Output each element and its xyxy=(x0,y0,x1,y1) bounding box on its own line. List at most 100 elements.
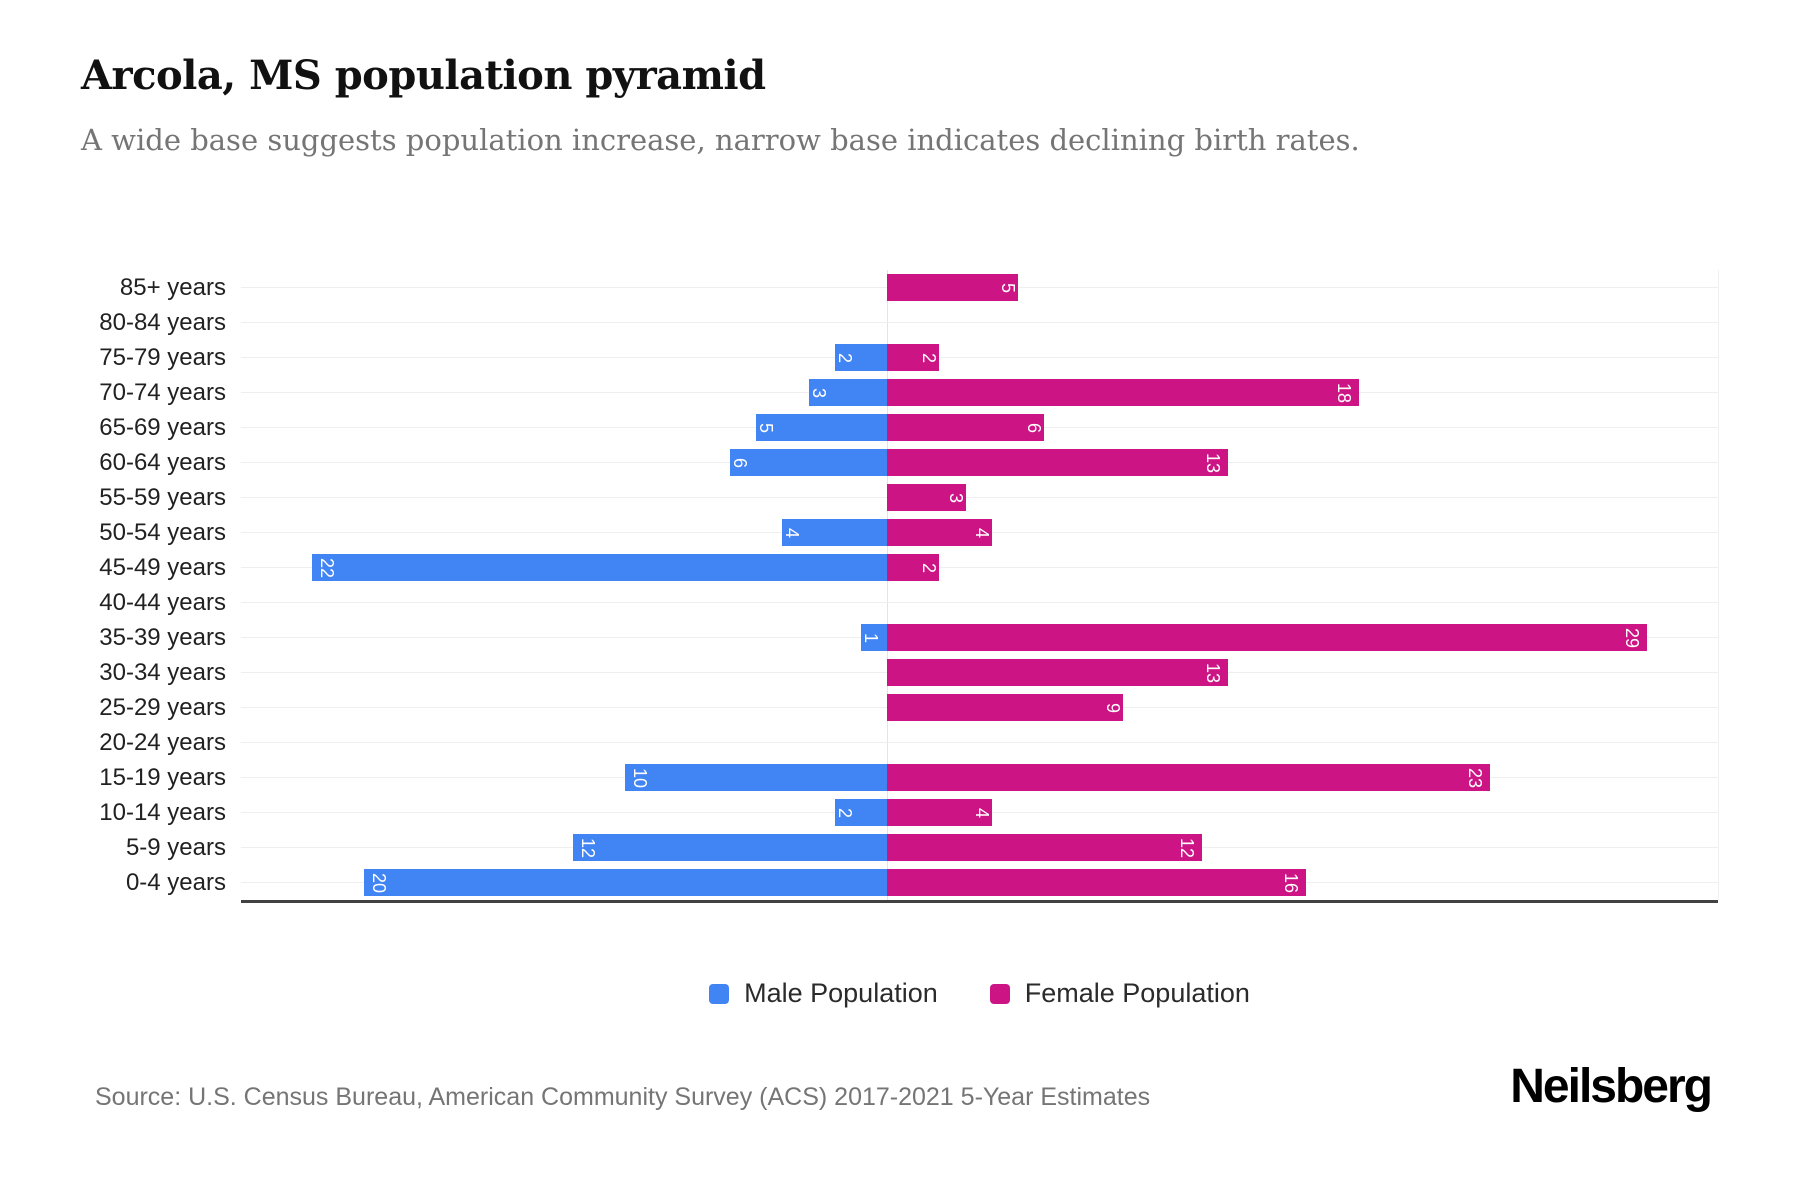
female-bar[interactable]: 4 xyxy=(887,519,992,546)
female-zone: 9 xyxy=(887,694,1718,721)
age-group-label: 5-9 years xyxy=(125,834,226,861)
bar-value-label: 10 xyxy=(630,767,651,788)
male-zone: 2 xyxy=(241,344,887,371)
source-attribution: Source: U.S. Census Bureau, American Com… xyxy=(95,1083,1151,1111)
bar-value-label: 1 xyxy=(860,632,881,643)
male-zone: 22 xyxy=(241,554,887,581)
age-group-label: 30-34 years xyxy=(99,659,226,686)
row-plot: 5 xyxy=(241,270,1718,305)
row-plot xyxy=(241,725,1718,760)
age-group-label: 25-29 years xyxy=(99,694,226,721)
row-plot: 3 xyxy=(241,480,1718,515)
row-plot: 22 2 xyxy=(241,550,1718,585)
bar-value-label: 2 xyxy=(834,352,855,363)
age-group-label: 45-49 years xyxy=(99,554,226,581)
chart-header: Arcola, MS population pyramid A wide bas… xyxy=(81,52,1360,157)
age-group-label: 20-24 years xyxy=(99,729,226,756)
female-zone: 2 xyxy=(887,344,1718,371)
male-bar[interactable]: 3 xyxy=(808,379,887,406)
male-legend-swatch-icon xyxy=(709,983,730,1004)
male-bar[interactable]: 2 xyxy=(834,799,887,826)
row-plot xyxy=(241,585,1718,620)
male-legend-label: Male Population xyxy=(744,978,938,1008)
female-bar[interactable]: 12 xyxy=(887,834,1202,861)
male-zone xyxy=(241,659,887,686)
female-bar[interactable]: 4 xyxy=(887,799,992,826)
bar-value-label: 5 xyxy=(998,282,1019,293)
female-zone: 16 xyxy=(887,869,1718,896)
male-bar[interactable]: 4 xyxy=(782,519,887,546)
neilsberg-logo: Neilsberg xyxy=(1510,1060,1713,1113)
row-plot: 6 13 xyxy=(241,445,1718,480)
row-plot: 9 xyxy=(241,690,1718,725)
female-zone: 3 xyxy=(887,484,1718,511)
row-plot xyxy=(241,305,1718,340)
female-bar[interactable]: 3 xyxy=(887,484,966,511)
female-zone xyxy=(887,589,1718,616)
male-bar[interactable]: 22 xyxy=(311,554,887,581)
female-zone: 29 xyxy=(887,624,1718,651)
male-bar[interactable]: 20 xyxy=(363,869,887,896)
age-group-label: 10-14 years xyxy=(99,799,226,826)
female-zone: 6 xyxy=(887,414,1718,441)
male-zone xyxy=(241,309,887,336)
pyramid-row: 55-59 years 3 xyxy=(0,480,1800,515)
female-bar[interactable]: 6 xyxy=(887,414,1045,441)
female-zone: 5 xyxy=(887,274,1718,301)
male-bar[interactable]: 2 xyxy=(834,344,887,371)
bar-value-label: 4 xyxy=(971,807,992,818)
age-group-label: 60-64 years xyxy=(99,449,226,476)
x-axis-line xyxy=(241,900,1718,903)
female-bar[interactable]: 13 xyxy=(887,659,1228,686)
female-bar[interactable]: 5 xyxy=(887,274,1019,301)
row-plot: 3 18 xyxy=(241,375,1718,410)
female-legend-label: Female Population xyxy=(1024,978,1250,1008)
male-bar[interactable]: 6 xyxy=(730,449,887,476)
female-bar[interactable]: 16 xyxy=(887,869,1307,896)
page-title: Arcola, MS population pyramid xyxy=(81,52,766,99)
male-zone xyxy=(241,694,887,721)
pyramid-row: 80-84 years xyxy=(0,305,1800,340)
female-bar[interactable]: 2 xyxy=(887,344,940,371)
female-zone: 12 xyxy=(887,834,1718,861)
row-plot: 20 16 xyxy=(241,865,1718,900)
female-zone: 4 xyxy=(887,799,1718,826)
age-group-label: 65-69 years xyxy=(99,414,226,441)
female-zone xyxy=(887,309,1718,336)
male-bar[interactable]: 1 xyxy=(860,624,887,651)
bar-value-label: 23 xyxy=(1464,767,1485,788)
female-bar[interactable]: 29 xyxy=(887,624,1648,651)
pyramid-rows: 85+ years 5 80-84 years 75-79 years 2 2 70-74 … xyxy=(0,270,1800,900)
female-bar[interactable]: 23 xyxy=(887,764,1490,791)
pyramid-row: 35-39 years 1 29 xyxy=(0,620,1800,655)
pyramid-row: 50-54 years 4 4 xyxy=(0,515,1800,550)
bar-value-label: 6 xyxy=(1024,422,1045,433)
male-zone: 10 xyxy=(241,764,887,791)
legend-item-male[interactable]: Male Population xyxy=(709,978,938,1009)
bar-value-label: 2 xyxy=(919,562,940,573)
pyramid-row: 85+ years 5 xyxy=(0,270,1800,305)
female-bar[interactable]: 9 xyxy=(887,694,1123,721)
age-group-label: 80-84 years xyxy=(99,309,226,336)
bar-value-label: 5 xyxy=(756,422,777,433)
female-bar[interactable]: 18 xyxy=(887,379,1359,406)
right-gridline xyxy=(1718,270,1719,900)
male-bar[interactable]: 12 xyxy=(573,834,887,861)
legend-item-female[interactable]: Female Population xyxy=(989,978,1250,1009)
male-zone: 3 xyxy=(241,379,887,406)
pyramid-row: 5-9 years 12 12 xyxy=(0,830,1800,865)
female-bar[interactable]: 13 xyxy=(887,449,1228,476)
row-plot: 12 12 xyxy=(241,830,1718,865)
bar-value-label: 13 xyxy=(1202,452,1223,473)
age-group-label: 50-54 years xyxy=(99,519,226,546)
pyramid-row: 70-74 years 3 18 xyxy=(0,375,1800,410)
male-bar[interactable]: 10 xyxy=(625,764,887,791)
age-group-label: 15-19 years xyxy=(99,764,226,791)
female-bar[interactable]: 2 xyxy=(887,554,940,581)
male-bar[interactable]: 5 xyxy=(756,414,887,441)
bar-value-label: 9 xyxy=(1102,702,1123,713)
pyramid-row: 45-49 years 22 2 xyxy=(0,550,1800,585)
footer: Source: U.S. Census Bureau, American Com… xyxy=(95,1058,1713,1116)
row-plot: 13 xyxy=(241,655,1718,690)
